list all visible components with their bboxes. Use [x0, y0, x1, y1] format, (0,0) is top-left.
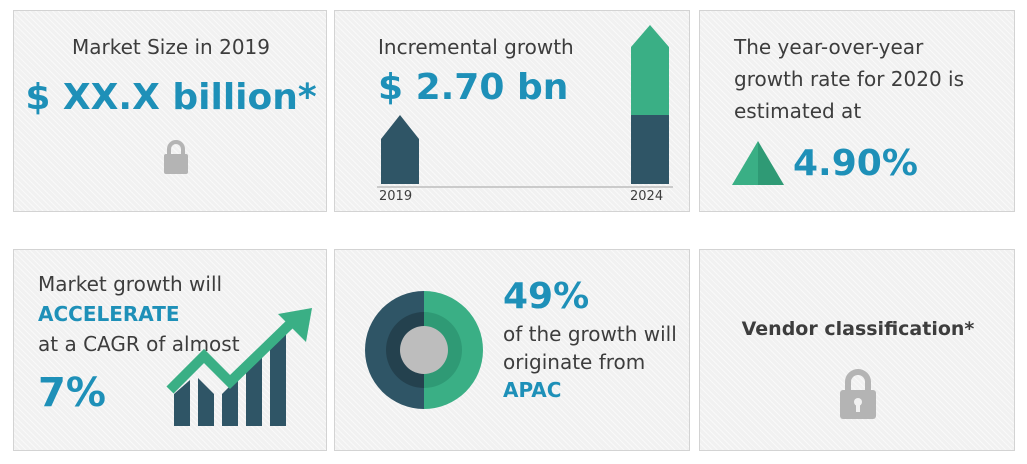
yoy-line-2: growth rate for 2020 is: [734, 67, 965, 91]
triangle-up-icon: [732, 141, 784, 185]
vendor-label: Vendor classification*: [741, 318, 975, 340]
bar-2019: [381, 115, 419, 184]
growth-arrow-icon: [166, 308, 312, 426]
incremental-growth-card: Incremental growth $ 2.70 bn 2019 2024: [334, 10, 690, 212]
bar-2024-increment: [631, 25, 669, 115]
yoy-line-1: The year-over-year: [734, 35, 924, 59]
bar-2024-base: [631, 115, 669, 184]
cagr-card: Market growth will ACCELERATE at a CAGR …: [13, 249, 327, 451]
cagr-accelerate: ACCELERATE: [38, 302, 180, 326]
region-line-1: of the growth will: [503, 322, 677, 346]
cagr-line-1: Market growth will: [38, 272, 223, 296]
growth-bar-chart: [377, 25, 673, 188]
padlock-icon: [840, 369, 876, 419]
yoy-growth-card: The year-over-year growth rate for 2020 …: [699, 10, 1015, 212]
yoy-line-3: estimated at: [734, 99, 862, 123]
market-size-value: $ XX.X billion*: [25, 77, 317, 118]
year-start-label: 2019: [379, 189, 413, 204]
market-size-card: Market Size in 2019 $ XX.X billion*: [13, 10, 327, 212]
padlock-icon: [164, 140, 188, 174]
incremental-growth-value: $ 2.70 bn: [378, 67, 569, 108]
yoy-value: 4.90%: [793, 143, 918, 184]
year-end-label: 2024: [630, 189, 664, 204]
incremental-growth-label: Incremental growth: [378, 35, 574, 59]
market-size-label: Market Size in 2019: [71, 35, 270, 59]
region-name: APAC: [503, 378, 562, 402]
donut-chart-icon: [365, 291, 483, 409]
region-line-2: originate from: [503, 350, 646, 374]
cagr-value: 7%: [38, 370, 106, 416]
vendor-card: Vendor classification*: [699, 249, 1015, 451]
region-percent: 49%: [503, 276, 590, 317]
region-card: 49% of the growth will originate from AP…: [334, 249, 690, 451]
